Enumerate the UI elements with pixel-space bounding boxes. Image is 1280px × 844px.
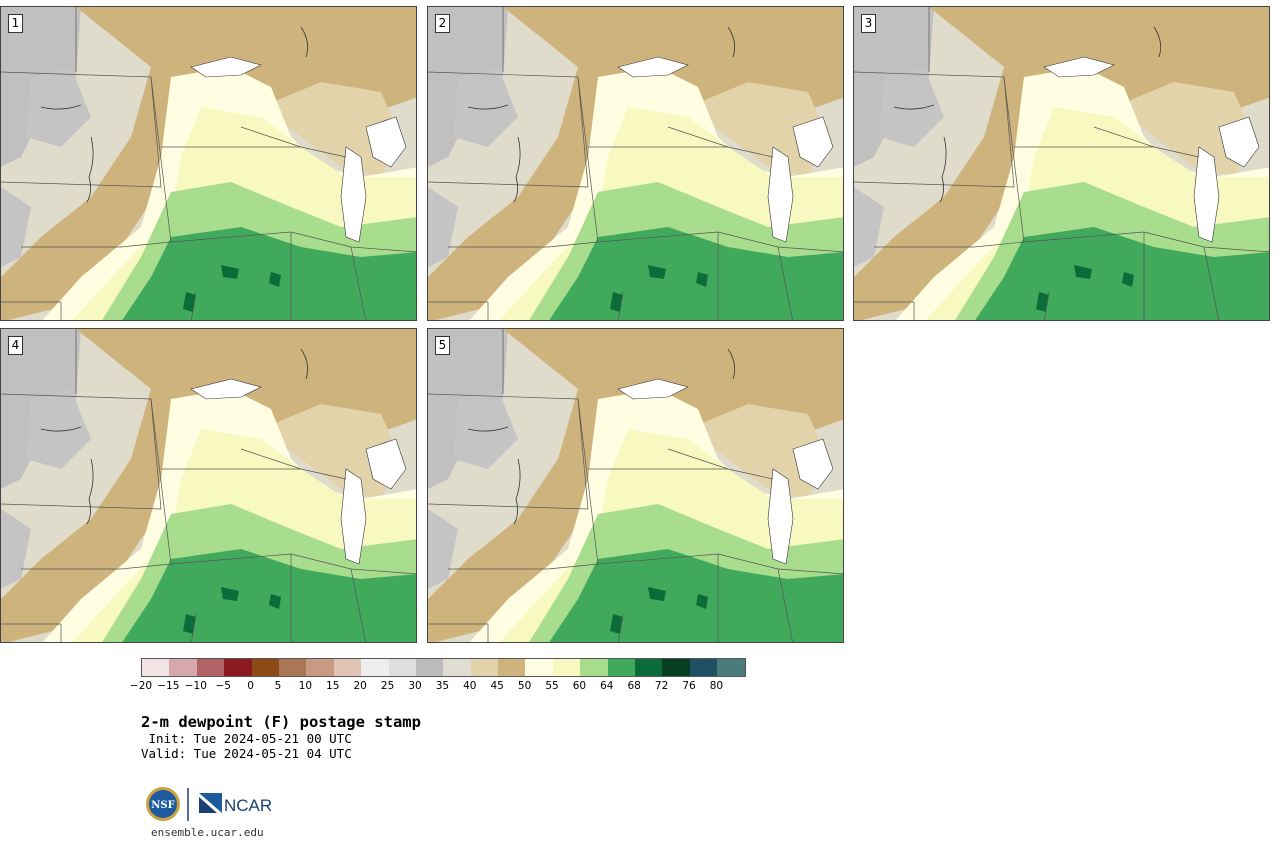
colorbar-tick-label: −5 bbox=[215, 680, 231, 692]
nsf-ncar-logo-icon: NSF NCAR bbox=[146, 787, 272, 821]
colorbar-swatch bbox=[196, 659, 225, 676]
map-panel-3: 3 bbox=[853, 6, 1270, 321]
ncar-logo-text: NCAR bbox=[224, 796, 272, 815]
dewpoint-map bbox=[1, 329, 416, 642]
colorbar-tick-label: −20 bbox=[129, 680, 153, 692]
colorbar-tick-label: 50 bbox=[517, 680, 532, 692]
logos: NSF NCAR bbox=[144, 785, 284, 825]
dewpoint-map bbox=[428, 329, 843, 642]
colorbar-swatch bbox=[689, 659, 718, 676]
nsf-logo-text: NSF bbox=[151, 800, 174, 811]
colorbar-tick-label: 55 bbox=[545, 680, 559, 692]
colorbar-tick-label: 25 bbox=[380, 680, 395, 692]
colorbar-swatch bbox=[278, 659, 307, 676]
dewpoint-map bbox=[854, 7, 1269, 320]
colorbar-tick-label: 0 bbox=[247, 680, 254, 692]
colorbar-swatch bbox=[607, 659, 636, 676]
colorbar-tick-label: −10 bbox=[184, 680, 207, 692]
panel-number: 1 bbox=[8, 14, 23, 33]
map-panel-5: 5 bbox=[427, 328, 844, 643]
colorbar-swatch bbox=[169, 659, 197, 676]
colorbar-tick-label: 35 bbox=[435, 680, 450, 692]
colorbar-ticks: −20 −15 −10 −5 0 5 10 15 20 25 30 35 40 45 50 55 60 64 68 7… bbox=[130, 680, 757, 694]
init-time: Init: Tue 2024-05-21 00 UTC bbox=[141, 731, 352, 746]
colorbar-tick-label: 10 bbox=[298, 680, 313, 692]
map-panel-2: 2 bbox=[427, 6, 844, 321]
map-panel-4: 4 bbox=[0, 328, 417, 643]
colorbar-tick-label: 20 bbox=[353, 680, 367, 692]
site-url[interactable]: ensemble.ucar.edu bbox=[151, 826, 264, 839]
colorbar-swatch bbox=[635, 659, 663, 676]
colorbar-swatch bbox=[142, 659, 170, 676]
colorbar-swatch bbox=[525, 659, 553, 676]
colorbar-swatch bbox=[333, 659, 362, 676]
colorbar-tick-label: 76 bbox=[682, 680, 696, 692]
colorbar-tick-label: 15 bbox=[326, 680, 340, 692]
colorbar-swatch bbox=[251, 659, 279, 676]
dewpoint-map bbox=[428, 7, 843, 320]
colorbar-tick-label: 45 bbox=[490, 680, 504, 692]
colorbar-tick-label: 40 bbox=[463, 680, 477, 692]
colorbar-tick-label: 30 bbox=[408, 680, 422, 692]
colorbar-swatch bbox=[552, 659, 581, 676]
colorbar bbox=[141, 658, 746, 677]
map-panel-1: 1 bbox=[0, 6, 417, 321]
dewpoint-map bbox=[1, 7, 416, 320]
colorbar-swatch bbox=[662, 659, 690, 676]
colorbar-swatch bbox=[498, 659, 526, 676]
colorbar-tick-label: −15 bbox=[157, 680, 180, 692]
colorbar-tick-label: 80 bbox=[709, 680, 724, 692]
panel-number: 5 bbox=[435, 336, 450, 355]
colorbar-tick-label: 68 bbox=[627, 680, 641, 692]
panel-number: 4 bbox=[8, 336, 23, 355]
colorbar-tick-label: 5 bbox=[274, 680, 282, 692]
colorbar-swatch bbox=[224, 659, 252, 676]
page-title: 2-m dewpoint (F) postage stamp bbox=[141, 713, 421, 731]
panel-number: 2 bbox=[435, 14, 450, 33]
colorbar-swatch bbox=[717, 659, 745, 676]
colorbar-swatch bbox=[443, 659, 471, 676]
colorbar-swatch bbox=[388, 659, 416, 676]
colorbar-swatch bbox=[361, 659, 389, 676]
panel-number: 3 bbox=[861, 14, 876, 33]
valid-time: Valid: Tue 2024-05-21 04 UTC bbox=[141, 746, 352, 761]
colorbar-swatch bbox=[306, 659, 334, 676]
colorbar-swatch bbox=[415, 659, 444, 676]
colorbar-swatch bbox=[470, 659, 499, 676]
colorbar-tick-label: 64 bbox=[600, 680, 614, 692]
colorbar-tick-label: 60 bbox=[572, 680, 587, 692]
colorbar-tick-label: 72 bbox=[654, 680, 669, 692]
colorbar-swatch bbox=[580, 659, 608, 676]
